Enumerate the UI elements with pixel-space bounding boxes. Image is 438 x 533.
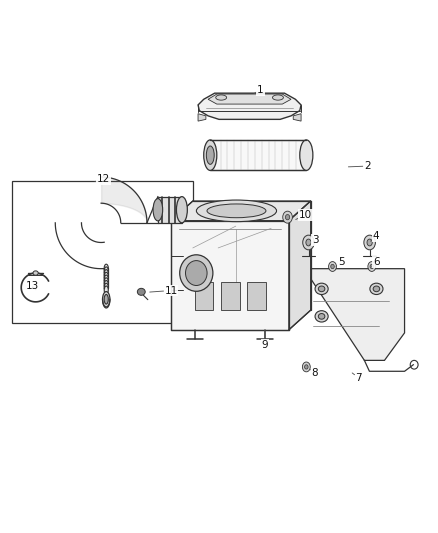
Ellipse shape: [33, 271, 38, 275]
Ellipse shape: [138, 288, 145, 295]
Bar: [221, 282, 240, 310]
Text: 2: 2: [348, 161, 371, 171]
Text: 10: 10: [296, 210, 312, 220]
Ellipse shape: [104, 286, 108, 294]
Ellipse shape: [207, 204, 266, 217]
Bar: [247, 282, 266, 310]
Bar: [158, 197, 182, 223]
Ellipse shape: [104, 275, 108, 283]
Ellipse shape: [370, 283, 383, 295]
Ellipse shape: [153, 199, 162, 221]
Text: 13: 13: [26, 281, 39, 291]
Ellipse shape: [102, 292, 110, 307]
Ellipse shape: [104, 267, 108, 275]
Text: 9: 9: [261, 330, 268, 350]
Ellipse shape: [303, 235, 314, 250]
Ellipse shape: [196, 200, 276, 222]
Text: 8: 8: [311, 368, 318, 378]
Polygon shape: [171, 221, 289, 330]
Ellipse shape: [180, 255, 213, 292]
Ellipse shape: [328, 262, 336, 271]
Bar: [210, 140, 306, 171]
Ellipse shape: [104, 294, 108, 304]
Ellipse shape: [302, 362, 310, 372]
Ellipse shape: [104, 284, 108, 291]
Ellipse shape: [300, 140, 313, 171]
Text: 11: 11: [150, 286, 177, 295]
Ellipse shape: [283, 211, 292, 223]
Ellipse shape: [186, 261, 207, 286]
Ellipse shape: [216, 95, 226, 100]
Ellipse shape: [367, 239, 372, 246]
Bar: [12, 181, 193, 323]
Ellipse shape: [104, 264, 108, 272]
Polygon shape: [293, 114, 301, 121]
Ellipse shape: [368, 262, 376, 271]
Ellipse shape: [370, 264, 374, 269]
Ellipse shape: [204, 140, 217, 171]
Ellipse shape: [364, 235, 375, 250]
Polygon shape: [304, 269, 405, 360]
Ellipse shape: [104, 270, 108, 278]
Ellipse shape: [104, 280, 108, 288]
Ellipse shape: [286, 214, 290, 220]
Ellipse shape: [318, 313, 325, 319]
Ellipse shape: [315, 283, 328, 295]
Ellipse shape: [373, 286, 380, 292]
Bar: [195, 282, 213, 310]
Text: 6: 6: [372, 257, 379, 267]
Ellipse shape: [318, 286, 325, 292]
Ellipse shape: [306, 239, 311, 246]
Ellipse shape: [177, 197, 187, 223]
Polygon shape: [171, 201, 311, 221]
Ellipse shape: [206, 146, 214, 164]
Polygon shape: [198, 93, 301, 119]
Text: 5: 5: [336, 257, 345, 267]
Text: 1: 1: [254, 85, 264, 95]
Polygon shape: [198, 114, 206, 121]
Ellipse shape: [304, 365, 308, 369]
Polygon shape: [208, 94, 291, 104]
Text: 12: 12: [95, 174, 110, 184]
Ellipse shape: [315, 311, 328, 322]
Text: 3: 3: [310, 235, 318, 245]
Text: 4: 4: [371, 231, 379, 241]
Ellipse shape: [272, 95, 283, 100]
Ellipse shape: [104, 272, 108, 280]
Ellipse shape: [104, 278, 108, 286]
Ellipse shape: [331, 264, 334, 269]
Text: 7: 7: [352, 373, 362, 383]
Polygon shape: [289, 201, 311, 330]
